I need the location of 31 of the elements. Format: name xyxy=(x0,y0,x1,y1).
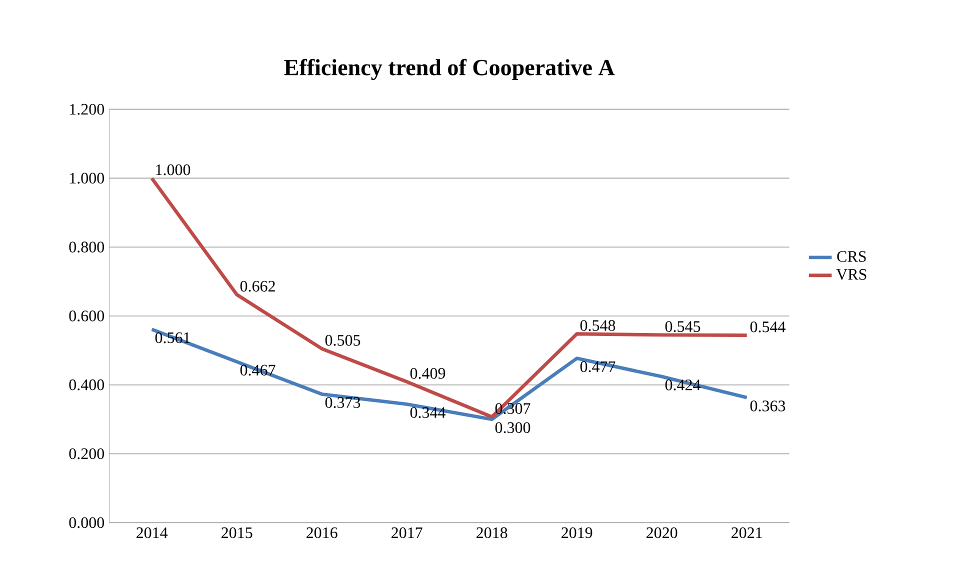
x-tick-label: 2019 xyxy=(562,527,592,538)
x-tick-label: 2016 xyxy=(306,527,338,538)
x-tick-label: 2018 xyxy=(476,527,508,538)
data-label: 0.409 xyxy=(410,368,446,379)
line-series xyxy=(150,176,749,419)
chart-title: Efficiency trend of Cooperative A xyxy=(284,58,615,80)
legend-label: VRS xyxy=(836,269,866,280)
y-tick-label: 0.000 xyxy=(69,517,104,528)
x-tick-label: 2017 xyxy=(392,527,422,538)
y-tick-label: 0.600 xyxy=(69,310,104,322)
x-tick-label: 2015 xyxy=(222,527,252,538)
data-label: 0.344 xyxy=(410,407,446,418)
data-label: 1.000 xyxy=(156,164,190,176)
y-tick-label: 0.800 xyxy=(69,242,104,253)
x-tick-label: 2014 xyxy=(136,527,168,538)
data-label: 0.544 xyxy=(750,321,786,332)
data-label: 0.545 xyxy=(665,321,700,332)
data-label: 0.373 xyxy=(325,397,360,408)
data-label: 0.363 xyxy=(750,400,786,412)
legend-label: CRS xyxy=(837,251,866,262)
data-label: 0.662 xyxy=(240,280,275,292)
data-label: 0.505 xyxy=(325,334,360,346)
y-tick-label: 1.200 xyxy=(70,104,104,115)
y-tick-label: 1.000 xyxy=(70,172,104,184)
y-tick-label: 0.400 xyxy=(69,379,104,390)
y-tick-label: 0.200 xyxy=(69,448,104,460)
data-label: 0.300 xyxy=(495,422,530,434)
x-tick-label: 2021 xyxy=(732,527,762,538)
data-label: 0.548 xyxy=(580,320,616,331)
x-tick-label: 2020 xyxy=(646,527,678,538)
data-label: 0.477 xyxy=(580,361,616,372)
